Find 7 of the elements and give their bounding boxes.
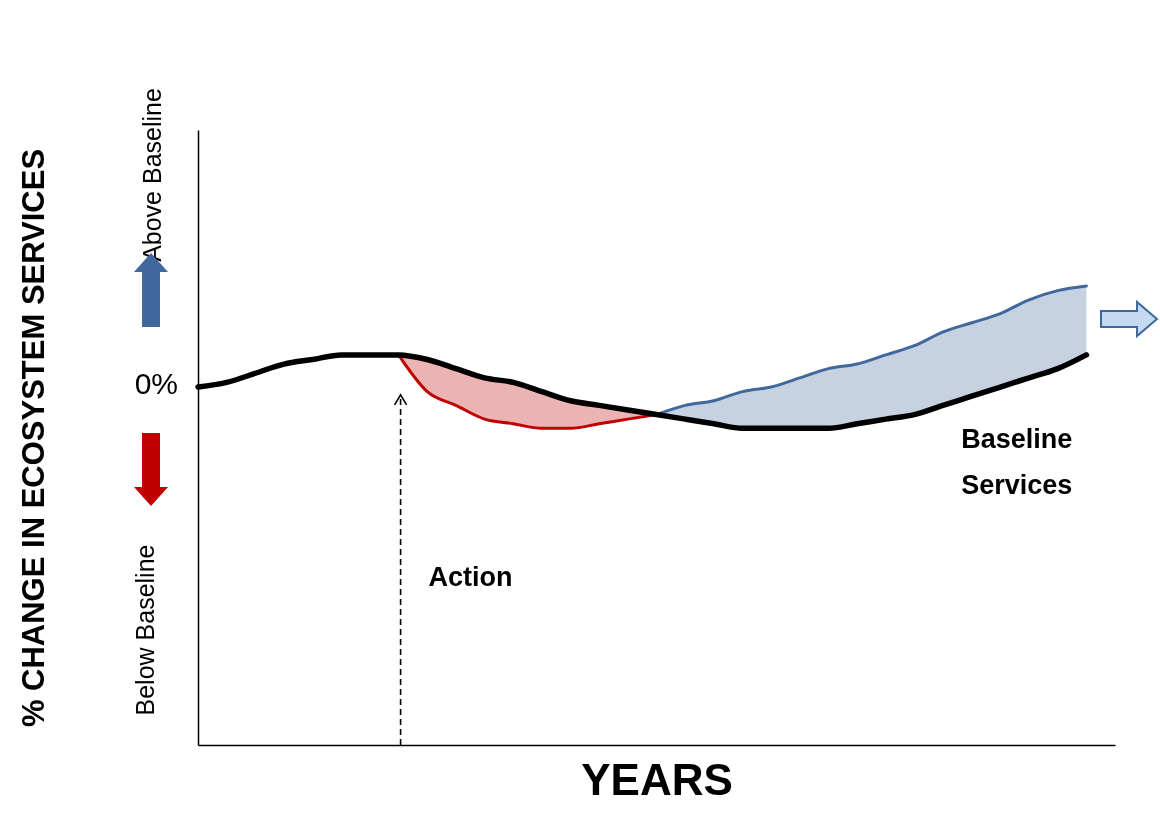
x-axis-title: YEARS <box>581 754 733 804</box>
text: Above Baseline <box>138 88 166 262</box>
y-axis-title: % CHANGE IN ECOSYSTEM SERVICES <box>15 148 51 728</box>
text: Below Baseline <box>131 544 159 716</box>
series-label: Baseline Services <box>961 423 1073 500</box>
text: 0% <box>134 367 178 400</box>
annotation: Action <box>428 562 513 592</box>
